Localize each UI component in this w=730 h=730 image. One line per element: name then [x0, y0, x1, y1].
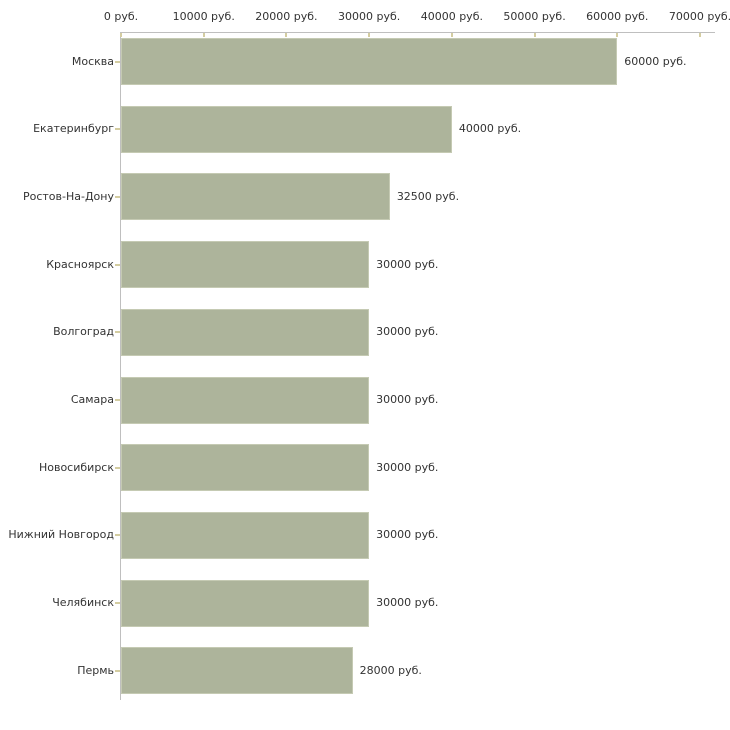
x-axis-tick-mark — [120, 33, 122, 37]
category-label: Нижний Новгород — [8, 528, 114, 542]
bar[interactable] — [121, 38, 618, 85]
bar[interactable] — [121, 105, 452, 153]
x-axis-tick-label: 70000 руб. — [668, 10, 730, 23]
x-axis-tick-mark — [533, 33, 536, 37]
bar-value-label: 28000 руб. — [359, 663, 422, 677]
x-axis-tick-mark — [368, 33, 371, 37]
bar[interactable] — [121, 579, 370, 627]
x-axis-tick-mark — [616, 33, 619, 37]
bar-value-label: 30000 руб. — [376, 257, 439, 271]
category-label: Екатеринбург — [33, 122, 114, 136]
y-axis-line — [120, 32, 121, 700]
category-label: Самара — [70, 393, 114, 406]
category-label: Новосибирск — [38, 460, 114, 474]
bar-value-label: 30000 руб. — [376, 596, 439, 610]
category-tick-mark — [115, 195, 120, 198]
category-tick-mark — [115, 263, 120, 266]
bar-value-label: 30000 руб. — [376, 460, 439, 474]
category-label: Ростов-На-Дону — [22, 189, 114, 203]
category-tick-mark — [115, 602, 120, 605]
x-axis-tick-label: 50000 руб. — [503, 10, 566, 23]
x-axis-tick-label: 20000 руб. — [255, 10, 318, 23]
category-tick-mark — [115, 128, 120, 131]
x-axis-tick-mark — [202, 33, 205, 37]
bar-value-label: 30000 руб. — [376, 528, 439, 542]
category-label: Пермь — [77, 663, 114, 677]
bar[interactable] — [121, 647, 353, 695]
x-axis-tick-label: 0 руб. — [103, 10, 139, 23]
category-tick-mark — [115, 669, 120, 672]
category-tick-mark — [115, 399, 120, 401]
category-label: Красноярск — [46, 257, 114, 271]
bar-value-label: 30000 руб. — [376, 325, 439, 339]
category-tick-mark — [115, 331, 120, 334]
category-tick-mark — [115, 466, 120, 469]
bar-value-label: 30000 руб. — [376, 393, 439, 406]
x-axis-tick-label: 40000 руб. — [420, 10, 483, 23]
bar[interactable] — [121, 173, 390, 221]
bar-value-label: 60000 руб. — [624, 54, 687, 68]
category-label: Волгоград — [53, 325, 114, 339]
x-axis-tick-mark — [699, 33, 701, 37]
bar-value-label: 32500 руб. — [396, 189, 460, 203]
x-axis-tick-label: 10000 руб. — [172, 10, 235, 23]
category-tick-mark — [115, 534, 120, 537]
category-tick-mark — [115, 60, 120, 63]
x-axis-line — [120, 32, 715, 33]
x-axis-tick-label: 60000 руб. — [586, 10, 649, 23]
x-axis-tick-mark — [450, 33, 453, 37]
bar[interactable] — [121, 511, 370, 559]
category-label: Челябинск — [52, 596, 114, 610]
bar[interactable] — [121, 241, 370, 289]
bar-value-label: 40000 руб. — [458, 122, 522, 136]
category-label: Москва — [71, 54, 114, 68]
bar[interactable] — [121, 444, 370, 492]
bar[interactable] — [121, 376, 370, 424]
x-axis-tick-mark — [285, 33, 288, 37]
bar[interactable] — [121, 308, 370, 356]
x-axis-tick-label: 30000 руб. — [338, 10, 401, 23]
